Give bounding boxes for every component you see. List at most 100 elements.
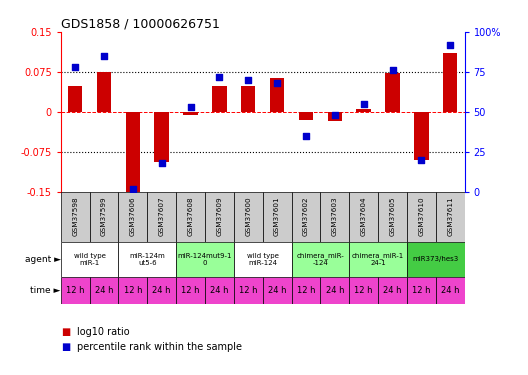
Bar	[349, 277, 378, 304]
Point	[446, 42, 455, 48]
Text: 12 h: 12 h	[412, 286, 431, 295]
Bar	[118, 192, 147, 242]
Point	[100, 53, 108, 59]
Bar	[407, 242, 465, 277]
Bar	[118, 277, 147, 304]
Text: miR-124m
ut5-6: miR-124m ut5-6	[129, 253, 165, 266]
Point	[129, 186, 137, 192]
Bar	[97, 72, 111, 112]
Point	[331, 112, 339, 118]
Text: 24 h: 24 h	[383, 286, 402, 295]
Bar	[205, 277, 234, 304]
Bar	[436, 277, 465, 304]
Text: 12 h: 12 h	[297, 286, 315, 295]
Bar	[61, 242, 118, 277]
Text: ■: ■	[61, 342, 70, 352]
Text: 12 h: 12 h	[181, 286, 200, 295]
Text: GSM37608: GSM37608	[187, 197, 194, 237]
Bar	[61, 192, 90, 242]
Bar	[234, 277, 263, 304]
Point	[273, 80, 281, 86]
Bar	[291, 277, 320, 304]
Text: GDS1858 / 10000626751: GDS1858 / 10000626751	[61, 18, 220, 31]
Text: time ►: time ►	[30, 286, 61, 295]
Bar	[90, 277, 118, 304]
Text: 12 h: 12 h	[124, 286, 142, 295]
Text: 12 h: 12 h	[66, 286, 84, 295]
Point	[360, 101, 368, 107]
Text: log10 ratio: log10 ratio	[77, 327, 129, 337]
Text: wild type
miR-1: wild type miR-1	[73, 253, 106, 266]
Bar	[155, 112, 169, 162]
Point	[186, 104, 195, 110]
Text: 24 h: 24 h	[326, 286, 344, 295]
Bar	[61, 277, 90, 304]
Bar	[118, 242, 176, 277]
Text: GSM37607: GSM37607	[159, 197, 165, 237]
Text: GSM37604: GSM37604	[361, 197, 366, 237]
Bar	[299, 112, 313, 120]
Bar	[147, 277, 176, 304]
Bar	[90, 192, 118, 242]
Bar	[327, 112, 342, 122]
Text: agent ►: agent ►	[25, 255, 61, 264]
Text: 12 h: 12 h	[239, 286, 258, 295]
Bar	[270, 78, 284, 112]
Text: chimera_miR-
-124: chimera_miR- -124	[297, 252, 344, 266]
Bar	[291, 192, 320, 242]
Point	[417, 157, 426, 163]
Text: 24 h: 24 h	[153, 286, 171, 295]
Bar	[356, 109, 371, 112]
Text: 24 h: 24 h	[268, 286, 286, 295]
Text: GSM37609: GSM37609	[216, 197, 222, 237]
Text: GSM37606: GSM37606	[130, 197, 136, 237]
Text: miR373/hes3: miR373/hes3	[413, 256, 459, 262]
Bar	[126, 112, 140, 195]
Point	[215, 74, 224, 80]
Text: 12 h: 12 h	[354, 286, 373, 295]
Text: GSM37603: GSM37603	[332, 197, 338, 237]
Bar	[262, 192, 291, 242]
Bar	[147, 192, 176, 242]
Bar	[234, 192, 263, 242]
Bar	[407, 277, 436, 304]
Bar	[183, 112, 198, 114]
Bar	[291, 242, 349, 277]
Text: GSM37599: GSM37599	[101, 197, 107, 237]
Bar	[443, 53, 457, 112]
Point	[71, 64, 79, 70]
Bar	[241, 86, 256, 112]
Bar	[176, 277, 205, 304]
Text: chimera_miR-1
24-1: chimera_miR-1 24-1	[352, 252, 404, 266]
Text: GSM37600: GSM37600	[245, 197, 251, 237]
Bar	[212, 86, 227, 112]
Text: miR-124mut9-1
0: miR-124mut9-1 0	[178, 253, 232, 266]
Bar	[385, 74, 400, 112]
Bar	[378, 277, 407, 304]
Bar	[68, 86, 82, 112]
Bar	[205, 192, 234, 242]
Text: 24 h: 24 h	[95, 286, 113, 295]
Text: GSM37598: GSM37598	[72, 197, 78, 237]
Text: GSM37605: GSM37605	[390, 197, 395, 237]
Bar	[320, 277, 349, 304]
Bar	[414, 112, 429, 160]
Text: percentile rank within the sample: percentile rank within the sample	[77, 342, 242, 352]
Bar	[378, 192, 407, 242]
Text: GSM37601: GSM37601	[274, 197, 280, 237]
Point	[301, 133, 310, 139]
Bar	[320, 192, 349, 242]
Text: 24 h: 24 h	[441, 286, 459, 295]
Text: GSM37602: GSM37602	[303, 197, 309, 237]
Bar	[349, 242, 407, 277]
Bar	[436, 192, 465, 242]
Text: wild type
miR-124: wild type miR-124	[247, 253, 279, 266]
Text: GSM37611: GSM37611	[447, 197, 453, 237]
Bar	[349, 192, 378, 242]
Bar	[262, 277, 291, 304]
Point	[244, 77, 252, 83]
Bar	[176, 192, 205, 242]
Text: GSM37610: GSM37610	[418, 197, 425, 237]
Text: 24 h: 24 h	[210, 286, 229, 295]
Bar	[176, 242, 234, 277]
